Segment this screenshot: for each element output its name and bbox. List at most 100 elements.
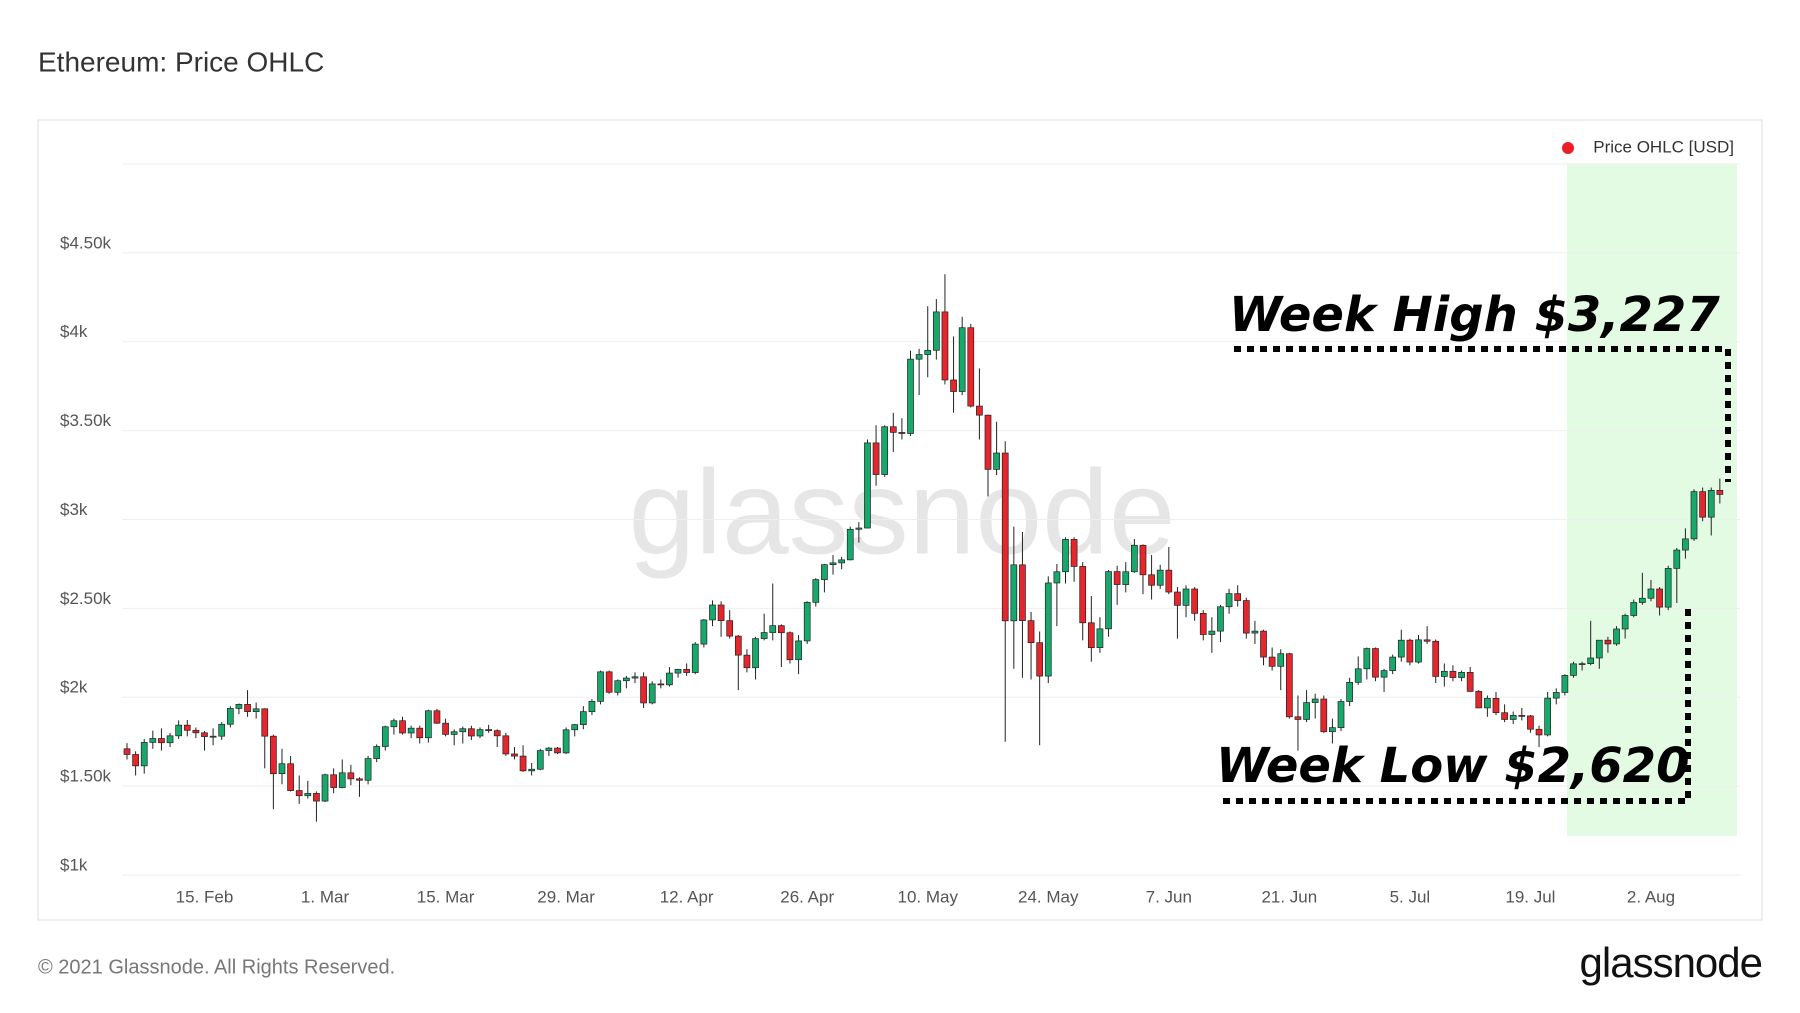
candle-body: [1346, 681, 1353, 702]
watermark: glassnode: [628, 446, 1175, 580]
candle-body: [1113, 571, 1121, 585]
candle-body: [674, 668, 682, 674]
candle-body: [717, 604, 725, 621]
candle-body: [838, 559, 845, 564]
candle-body: [1475, 691, 1483, 709]
candle-body: [175, 724, 183, 737]
candle-body: [468, 728, 475, 737]
candle-body: [872, 442, 880, 475]
candle-body: [1690, 491, 1698, 540]
candle-body: [932, 311, 940, 351]
candle-body: [1518, 715, 1526, 717]
candle-body: [338, 772, 346, 788]
candle-body: [605, 671, 613, 693]
candle-body: [1440, 670, 1448, 677]
candle-body: [1673, 549, 1681, 569]
candle-body: [209, 735, 217, 738]
candle-body: [993, 452, 1000, 470]
candle-body: [657, 683, 665, 686]
candle-body: [1337, 701, 1345, 728]
candle-body: [1484, 697, 1491, 709]
candle-body: [287, 763, 294, 791]
candle-body: [1234, 593, 1242, 601]
candle-body: [1105, 571, 1112, 630]
candle-body: [597, 671, 604, 702]
candle-body: [330, 774, 337, 788]
candle-body: [347, 772, 355, 780]
candle-body: [493, 730, 501, 737]
y-tick-label: $1k: [60, 855, 88, 874]
candle-body: [304, 793, 312, 797]
candle-body: [158, 738, 165, 744]
legend-swatch: [1562, 142, 1574, 154]
candle-body: [1716, 489, 1724, 495]
candle-body: [1595, 639, 1603, 659]
candle-body: [1389, 656, 1397, 671]
candle-body: [1570, 663, 1577, 676]
x-tick-label: 21. Jun: [1261, 887, 1317, 906]
candle-body: [769, 625, 777, 633]
candle-body: [132, 754, 139, 767]
candle-body: [976, 405, 983, 416]
candle-body: [295, 790, 303, 797]
candle-body: [760, 632, 768, 639]
candle-body: [1423, 639, 1431, 642]
candle-body: [1699, 491, 1706, 518]
candle-body: [1174, 591, 1181, 606]
logo: glassnode: [1580, 939, 1762, 986]
candle-body: [924, 349, 932, 355]
candle-body: [1544, 697, 1552, 736]
candle-body: [562, 729, 570, 754]
candle-body: [536, 750, 544, 770]
candle-body: [1053, 571, 1061, 584]
candle-body: [1303, 702, 1310, 720]
x-tick-label: 24. May: [1018, 887, 1079, 906]
candle-body: [786, 632, 794, 661]
candle-body: [855, 527, 863, 530]
candle-body: [1397, 639, 1405, 658]
candle-body: [1656, 588, 1663, 608]
candle-body: [1501, 712, 1508, 720]
candle-body: [829, 562, 837, 565]
candle-body: [1251, 630, 1259, 634]
candle-body: [1621, 615, 1629, 630]
candle-body: [1613, 628, 1620, 645]
candle-body: [889, 426, 897, 433]
candle-body: [1578, 663, 1586, 666]
candle-body: [226, 708, 234, 725]
candle-body: [666, 672, 673, 686]
candle-body: [1044, 582, 1052, 677]
candle-body: [1199, 613, 1207, 635]
candle-body: [614, 680, 622, 693]
y-tick-label: $1.50k: [60, 767, 112, 786]
candle-body: [183, 724, 191, 731]
candle-body: [743, 654, 751, 669]
x-tick-label: 15. Mar: [417, 887, 475, 906]
candle-body: [1285, 653, 1293, 718]
candle-body: [812, 579, 820, 603]
chart-title: Ethereum: Price OHLC: [38, 46, 324, 77]
candle-body: [373, 746, 381, 759]
candle-body: [381, 726, 389, 747]
footer: © 2021 Glassnode. All Rights Reserved.: [38, 956, 395, 978]
candle-body: [1604, 639, 1612, 645]
candle-body: [1432, 640, 1440, 677]
candle-body: [252, 708, 260, 712]
candle-body: [726, 620, 734, 637]
y-tick-label: $3k: [60, 500, 88, 519]
candle-body: [984, 414, 992, 470]
candle-body: [881, 426, 889, 475]
candle-body: [476, 729, 484, 737]
candle-body: [1647, 588, 1655, 599]
candle-body: [1122, 571, 1130, 585]
candle-body: [1294, 716, 1302, 720]
candle-body: [1449, 670, 1457, 678]
x-tick-label: 10. May: [897, 887, 958, 906]
candle-body: [631, 676, 639, 679]
candle-body: [502, 735, 510, 755]
candle-body: [1027, 620, 1035, 644]
y-tick-label: $4.50k: [60, 233, 112, 252]
candle-body: [1372, 648, 1379, 678]
